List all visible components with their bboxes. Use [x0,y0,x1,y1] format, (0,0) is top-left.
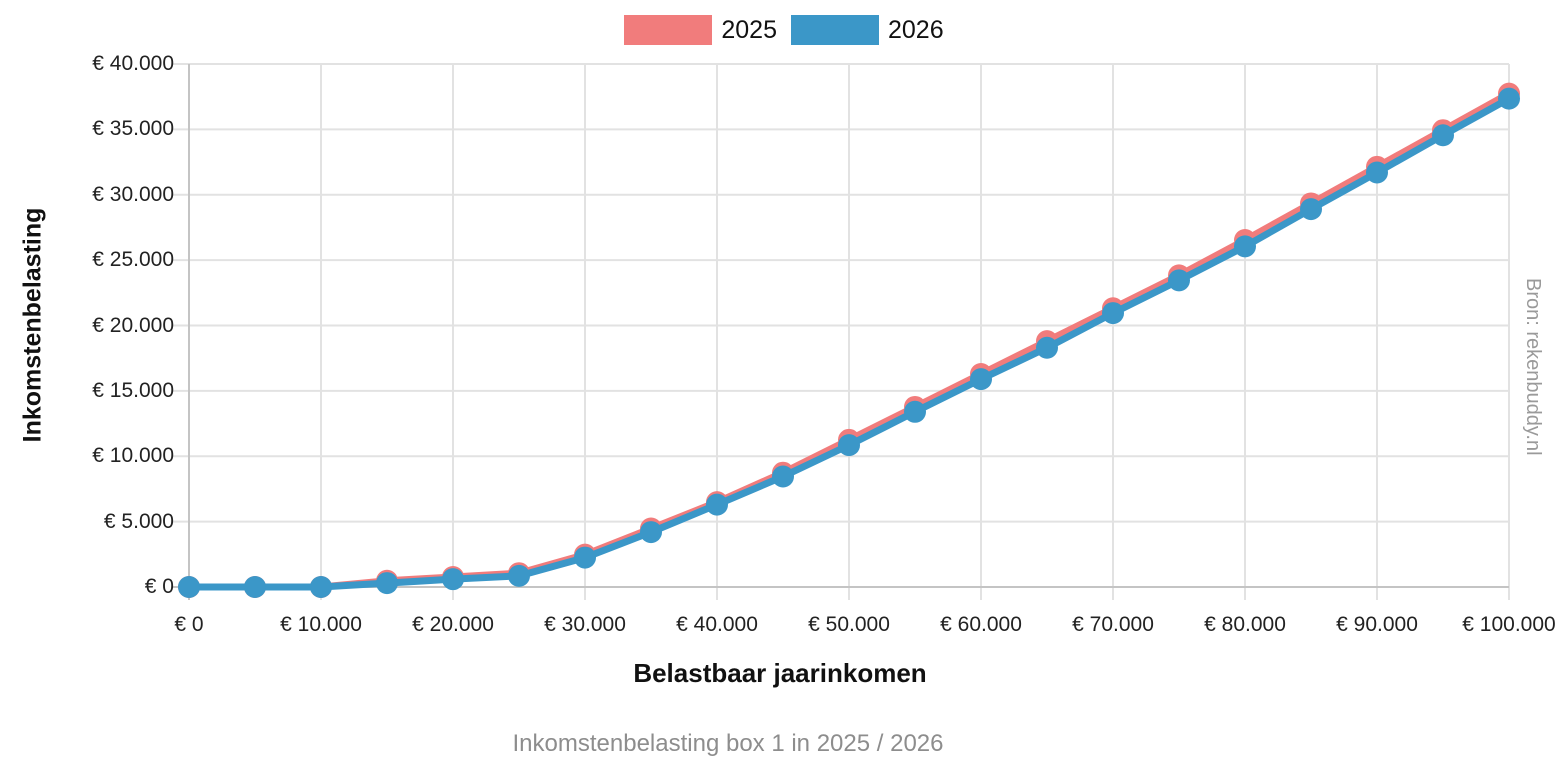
legend: 2025 2026 [0,15,1568,45]
legend-item-2025[interactable]: 2025 [624,15,777,45]
x-tick-label: € 80.000 [1204,613,1286,636]
y-tick-label: € 15.000 [92,378,174,402]
x-tick-label: € 10.000 [280,613,362,636]
x-tick-label: € 90.000 [1336,613,1418,636]
legend-swatch-2025-icon [624,15,713,45]
x-axis-title: Belastbaar jaarinkomen [633,658,927,688]
chart-caption: Inkomstenbelasting box 1 in 2025 / 2026 [512,730,944,757]
y-tick-label: € 5.000 [103,509,174,533]
data-point-2026 [178,576,200,598]
x-tick-label: € 70.000 [1072,613,1154,636]
x-tick-label: € 60.000 [940,613,1022,636]
data-point-2026 [904,400,926,423]
data-point-2026 [1432,124,1454,147]
data-point-2026 [1366,161,1388,184]
x-tick-label: € 0 [174,613,204,636]
y-tick-label: € 40.000 [92,52,174,75]
y-tick-label: € 20.000 [92,313,174,337]
data-point-2026 [244,576,266,598]
legend-item-2026[interactable]: 2026 [791,15,944,45]
data-point-2026 [1234,235,1256,258]
data-point-2026 [1168,269,1190,292]
source-credit: Bron: rekenbuddy.nl [1522,278,1544,456]
data-point-2026 [772,465,794,488]
data-point-2026 [1498,87,1520,110]
y-tick-label: € 35.000 [92,117,174,141]
x-tick-label: € 100.000 [1462,613,1556,636]
data-point-2026 [310,576,332,598]
y-tick-label: € 10.000 [92,444,174,468]
data-point-2026 [574,546,596,569]
x-tick-label: € 50.000 [808,613,890,636]
x-tick-label: € 20.000 [412,613,494,636]
data-point-2026 [1300,198,1322,221]
data-point-2026 [640,521,662,544]
x-tick-label: € 30.000 [544,613,626,636]
y-tick-label: € 0 [144,575,174,598]
data-point-2026 [838,434,860,457]
legend-swatch-2026-icon [791,15,879,45]
data-point-2026 [442,568,464,591]
data-point-2026 [376,572,398,595]
x-tick-label: € 40.000 [676,613,758,636]
data-point-2026 [1102,302,1124,325]
data-point-2026 [970,368,992,391]
legend-label-2025: 2025 [721,15,777,44]
data-point-2026 [1036,336,1058,359]
y-tick-label: € 30.000 [92,182,174,206]
y-tick-label: € 25.000 [92,248,174,272]
data-point-2026 [508,564,530,587]
legend-label-2026: 2026 [888,15,944,44]
data-point-2026 [706,493,728,516]
